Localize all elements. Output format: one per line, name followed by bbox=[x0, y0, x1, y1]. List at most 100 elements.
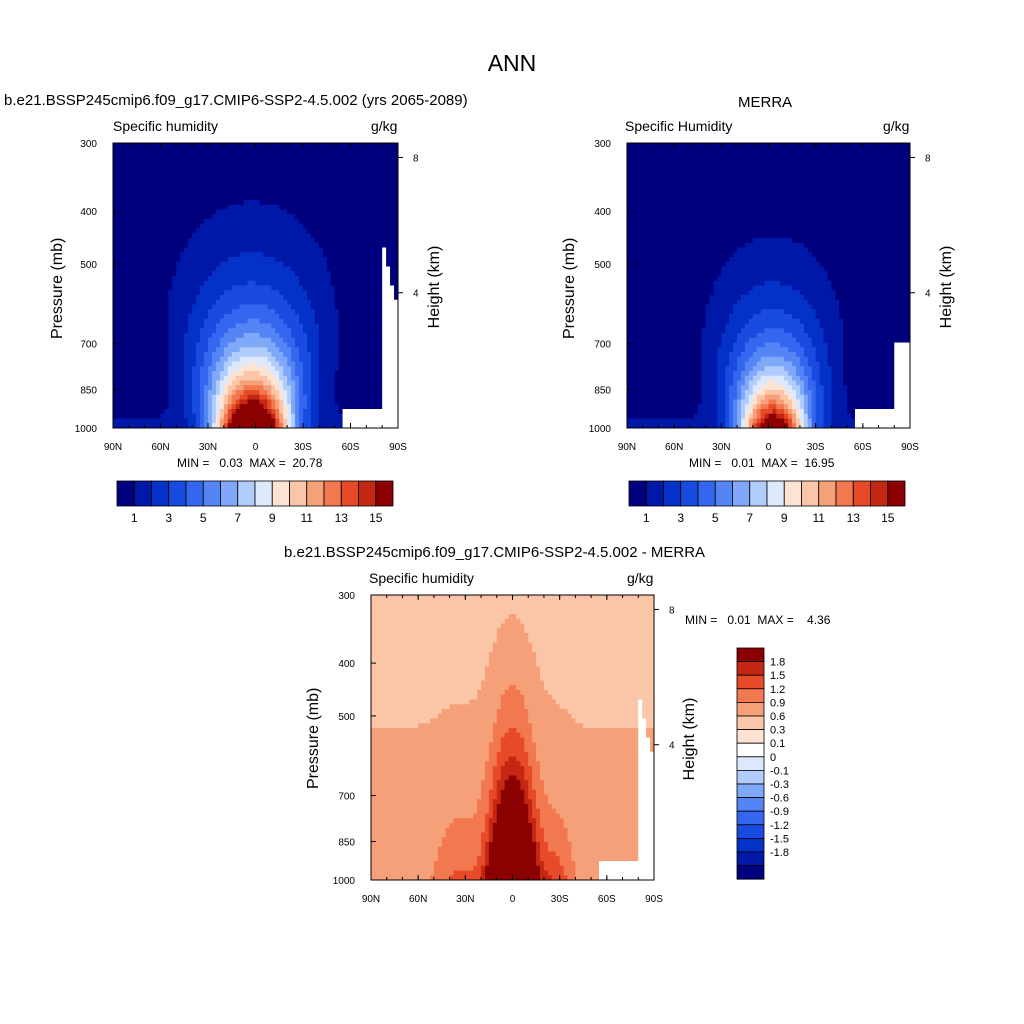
field-cell bbox=[287, 404, 292, 410]
field-cell bbox=[354, 385, 360, 391]
field-cell bbox=[326, 223, 332, 230]
field-cell bbox=[211, 337, 217, 344]
field-cell bbox=[255, 209, 261, 215]
field-cell bbox=[299, 290, 304, 296]
field-cell bbox=[338, 223, 344, 230]
field-cell bbox=[180, 214, 185, 220]
masked-cell bbox=[386, 371, 391, 377]
field-cell bbox=[219, 147, 225, 154]
field-cell bbox=[318, 280, 324, 287]
field-cell bbox=[200, 171, 205, 177]
field-cell bbox=[144, 323, 150, 329]
field-cell bbox=[342, 318, 348, 325]
field-cell bbox=[338, 280, 344, 287]
field-cell bbox=[354, 261, 360, 268]
field-cell bbox=[650, 257, 656, 263]
field-cell bbox=[330, 309, 336, 315]
field-cell bbox=[646, 185, 652, 192]
field-cell bbox=[116, 371, 122, 377]
field-cell bbox=[239, 323, 245, 329]
field-cell bbox=[650, 266, 656, 272]
field-cell bbox=[322, 295, 328, 301]
field-cell bbox=[148, 228, 154, 234]
field-cell bbox=[330, 361, 336, 367]
field-cell bbox=[338, 418, 344, 424]
field-cell bbox=[382, 238, 387, 244]
field-cell bbox=[318, 152, 324, 158]
masked-cell bbox=[382, 337, 387, 344]
field-cell bbox=[128, 361, 134, 367]
field-cell bbox=[330, 223, 336, 230]
field-cell bbox=[638, 261, 644, 268]
field-cell bbox=[306, 413, 312, 420]
field-cell bbox=[630, 333, 636, 339]
field-cell bbox=[188, 185, 193, 192]
field-cell bbox=[208, 323, 213, 329]
masked-cell bbox=[350, 413, 356, 420]
field-cell bbox=[314, 380, 320, 386]
field-cell bbox=[116, 185, 122, 192]
masked-cell bbox=[394, 314, 398, 320]
field-cell bbox=[370, 214, 375, 220]
field-cell bbox=[334, 399, 340, 405]
field-cell bbox=[314, 176, 320, 182]
field-cell bbox=[654, 233, 660, 239]
field-cell bbox=[299, 252, 304, 258]
field-cell bbox=[247, 394, 253, 401]
field-cell bbox=[200, 375, 205, 382]
field-cell bbox=[192, 352, 197, 358]
field-cell bbox=[291, 394, 296, 401]
panel1-title: b.e21.BSSP245cmip6.f09_g17.CMIP6-SSP2-4.… bbox=[4, 92, 468, 109]
field-cell bbox=[322, 314, 328, 320]
field-cell bbox=[208, 147, 213, 154]
field-cell bbox=[627, 356, 632, 363]
field-cell bbox=[144, 399, 150, 405]
field-cell bbox=[188, 423, 193, 428]
field-cell bbox=[120, 152, 126, 158]
panel1-field bbox=[113, 143, 398, 428]
field-cell bbox=[318, 195, 324, 201]
field-cell bbox=[168, 285, 173, 291]
field-cell bbox=[168, 200, 173, 206]
field-cell bbox=[243, 347, 249, 353]
field-cell bbox=[136, 394, 142, 401]
field-cell bbox=[267, 228, 272, 234]
field-cell bbox=[279, 176, 284, 182]
field-cell bbox=[283, 209, 288, 215]
field-cell bbox=[295, 252, 300, 258]
field-cell bbox=[120, 247, 126, 253]
field-cell bbox=[334, 271, 340, 277]
field-cell bbox=[654, 223, 660, 230]
field-cell bbox=[354, 380, 360, 386]
field-cell bbox=[650, 299, 656, 306]
field-cell bbox=[271, 181, 276, 187]
field-cell bbox=[314, 171, 320, 177]
field-cell bbox=[287, 261, 292, 268]
field-cell bbox=[362, 399, 367, 405]
field-cell bbox=[350, 347, 356, 353]
field-cell bbox=[259, 280, 265, 287]
field-cell bbox=[164, 190, 170, 196]
field-cell bbox=[394, 176, 398, 182]
field-cell bbox=[180, 143, 185, 149]
panel2-units-label: g/kg bbox=[883, 118, 910, 134]
field-cell bbox=[318, 176, 324, 182]
field-cell bbox=[279, 361, 284, 367]
field-cell bbox=[251, 252, 257, 258]
field-cell bbox=[120, 166, 126, 173]
field-cell bbox=[326, 276, 332, 282]
field-cell bbox=[211, 314, 217, 320]
field-cell bbox=[354, 238, 360, 244]
field-cell bbox=[638, 280, 644, 287]
field-cell bbox=[634, 162, 640, 168]
field-cell bbox=[662, 143, 667, 149]
field-cell bbox=[235, 352, 241, 358]
field-cell bbox=[120, 371, 126, 377]
field-cell bbox=[358, 214, 363, 220]
field-cell bbox=[378, 299, 383, 306]
field-cell bbox=[168, 295, 173, 301]
field-cell bbox=[192, 390, 197, 396]
field-cell bbox=[654, 276, 660, 282]
field-cell bbox=[306, 200, 312, 206]
field-cell bbox=[279, 418, 284, 424]
